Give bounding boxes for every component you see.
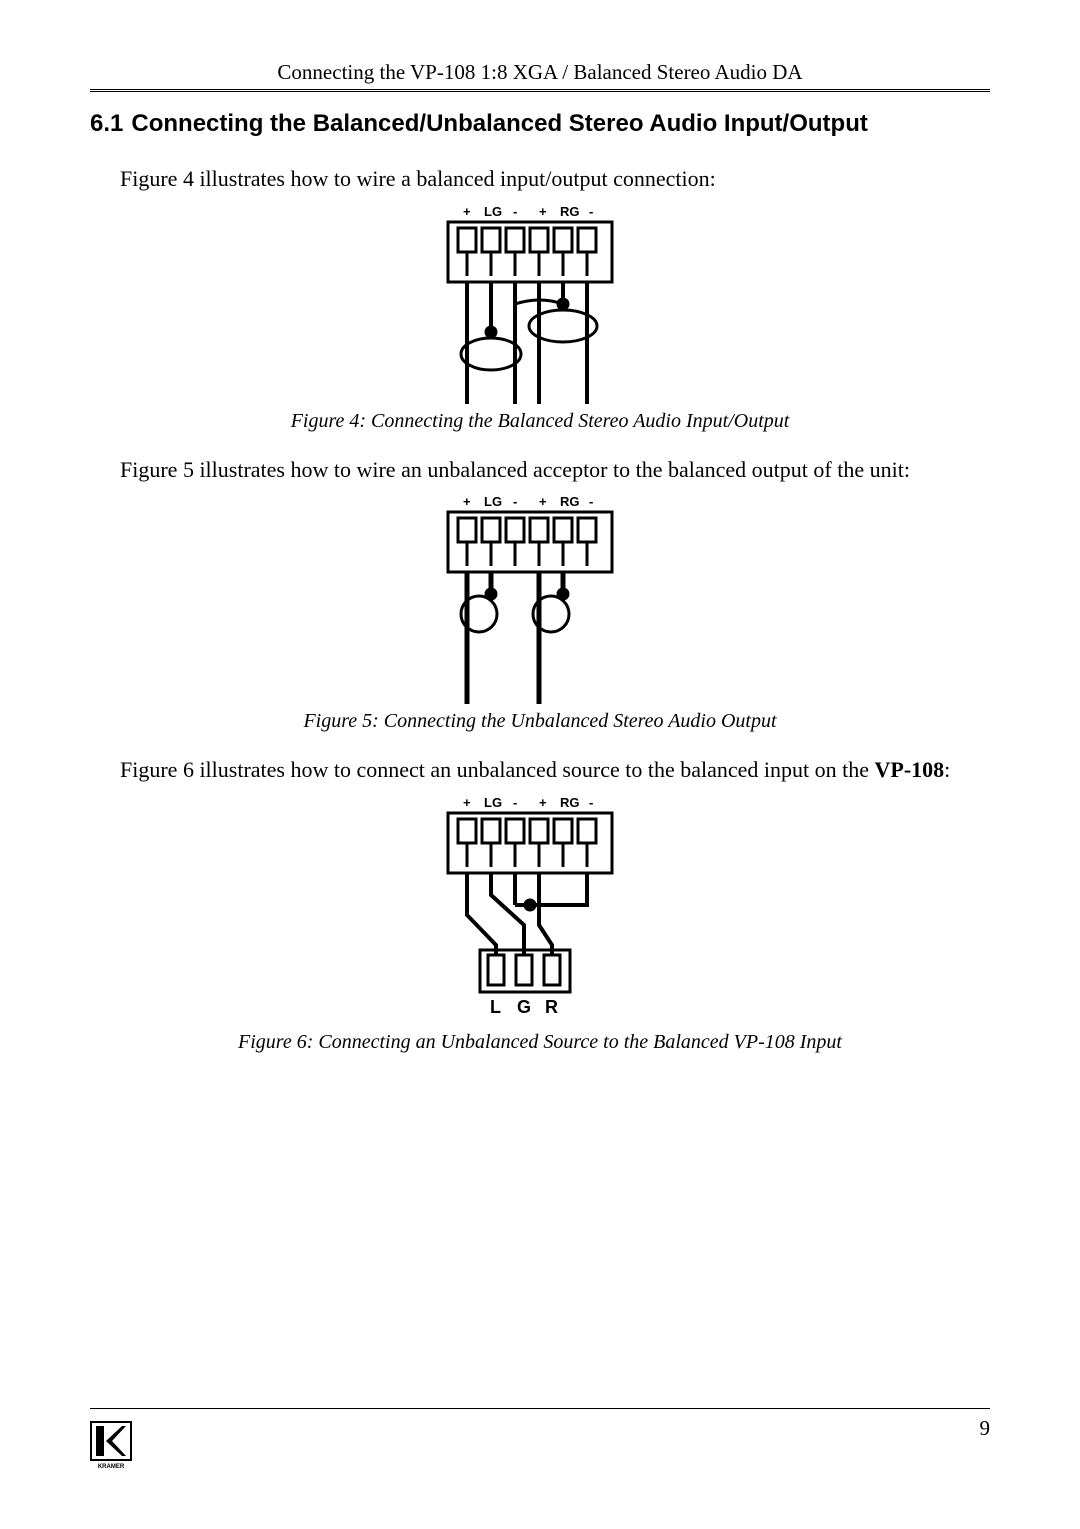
svg-text:+: +: [539, 204, 547, 219]
svg-text:-: -: [513, 204, 517, 219]
figure-5-diagram: + LG - + RG -: [430, 494, 650, 704]
svg-text:R: R: [545, 997, 558, 1017]
svg-text:LG: LG: [484, 494, 502, 509]
svg-text:-: -: [589, 494, 593, 509]
brand-logo-icon: KRAMER: [90, 1421, 132, 1469]
figure-4-diagram: + LG - + RG -: [430, 204, 650, 404]
header-rule: [90, 89, 990, 92]
paragraph-fig4: Figure 4 illustrates how to wire a balan…: [120, 164, 990, 194]
svg-text:-: -: [589, 204, 593, 219]
running-header: Connecting the VP-108 1:8 XGA / Balanced…: [90, 60, 990, 89]
section-number: 6.1: [90, 110, 123, 137]
footer-rule: [90, 1408, 990, 1409]
svg-text:-: -: [513, 795, 517, 810]
paragraph-fig6: Figure 6 illustrates how to connect an u…: [120, 755, 990, 785]
section-heading: 6.1 Connecting the Balanced/Unbalanced St…: [90, 110, 990, 138]
svg-text:KRAMER: KRAMER: [98, 1464, 125, 1469]
svg-text:LG: LG: [484, 795, 502, 810]
p3-product: VP-108: [875, 757, 945, 782]
svg-text:RG: RG: [560, 494, 580, 509]
caption-fig4: Figure 4: Connecting the Balanced Stereo…: [90, 410, 990, 433]
section-title: Connecting the Balanced/Unbalanced Stere…: [131, 110, 867, 137]
svg-text:RG: RG: [560, 795, 580, 810]
caption-fig6: Figure 6: Connecting an Unbalanced Sourc…: [90, 1031, 990, 1054]
svg-text:+: +: [463, 494, 471, 509]
p3-prefix: Figure 6 illustrates how to connect an u…: [120, 757, 875, 782]
svg-text:LG: LG: [484, 204, 502, 219]
svg-text:-: -: [589, 795, 593, 810]
p3-suffix: :: [944, 757, 950, 782]
svg-text:+: +: [463, 795, 471, 810]
svg-text:+: +: [539, 494, 547, 509]
svg-text:-: -: [513, 494, 517, 509]
page-number: 9: [980, 1416, 991, 1441]
caption-fig5: Figure 5: Connecting the Unbalanced Ster…: [90, 710, 990, 733]
paragraph-fig5: Figure 5 illustrates how to wire an unba…: [120, 455, 990, 485]
svg-text:+: +: [539, 795, 547, 810]
figure-6-diagram: + LG - + RG - L G R: [430, 795, 650, 1025]
svg-text:RG: RG: [560, 204, 580, 219]
svg-text:+: +: [463, 204, 471, 219]
svg-text:G: G: [517, 997, 531, 1017]
svg-text:L: L: [490, 997, 501, 1017]
